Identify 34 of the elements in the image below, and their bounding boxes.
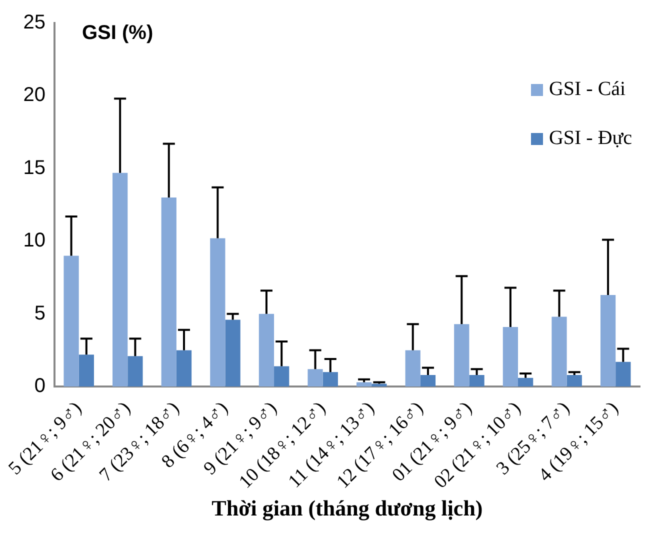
bar [566, 374, 582, 387]
y-tick-label: 20 [23, 84, 46, 106]
bar [78, 354, 94, 387]
bar [454, 324, 470, 387]
bar [469, 374, 484, 387]
bar [112, 172, 128, 387]
bar [518, 378, 534, 387]
y-tick-label: 15 [23, 156, 46, 179]
bar [405, 350, 420, 387]
bar [502, 326, 518, 387]
bar [274, 366, 290, 387]
y-tick-label: 0 [34, 375, 46, 398]
y-tick-label: 10 [23, 230, 46, 252]
bar [600, 294, 616, 387]
y-tick-label: 25 [23, 12, 46, 34]
bar [420, 374, 436, 387]
y-tick-label: 5 [34, 302, 46, 324]
bar [64, 256, 79, 387]
legend-label: GSI - Cái [548, 78, 626, 101]
y-axis-title: GSI (%) [82, 22, 154, 45]
bar [322, 372, 338, 387]
bar [128, 356, 143, 387]
legend-label: GSI - Đực [548, 127, 632, 150]
bar [161, 198, 176, 387]
bar [356, 382, 372, 387]
bar [225, 320, 240, 387]
bar [616, 362, 631, 387]
x-axis-title: Thời gian (tháng dương lịch) [212, 495, 483, 520]
bar [258, 314, 274, 387]
bar [210, 238, 226, 387]
bar [552, 316, 567, 387]
bar [308, 369, 323, 387]
bar [372, 384, 387, 387]
bar [176, 350, 192, 387]
